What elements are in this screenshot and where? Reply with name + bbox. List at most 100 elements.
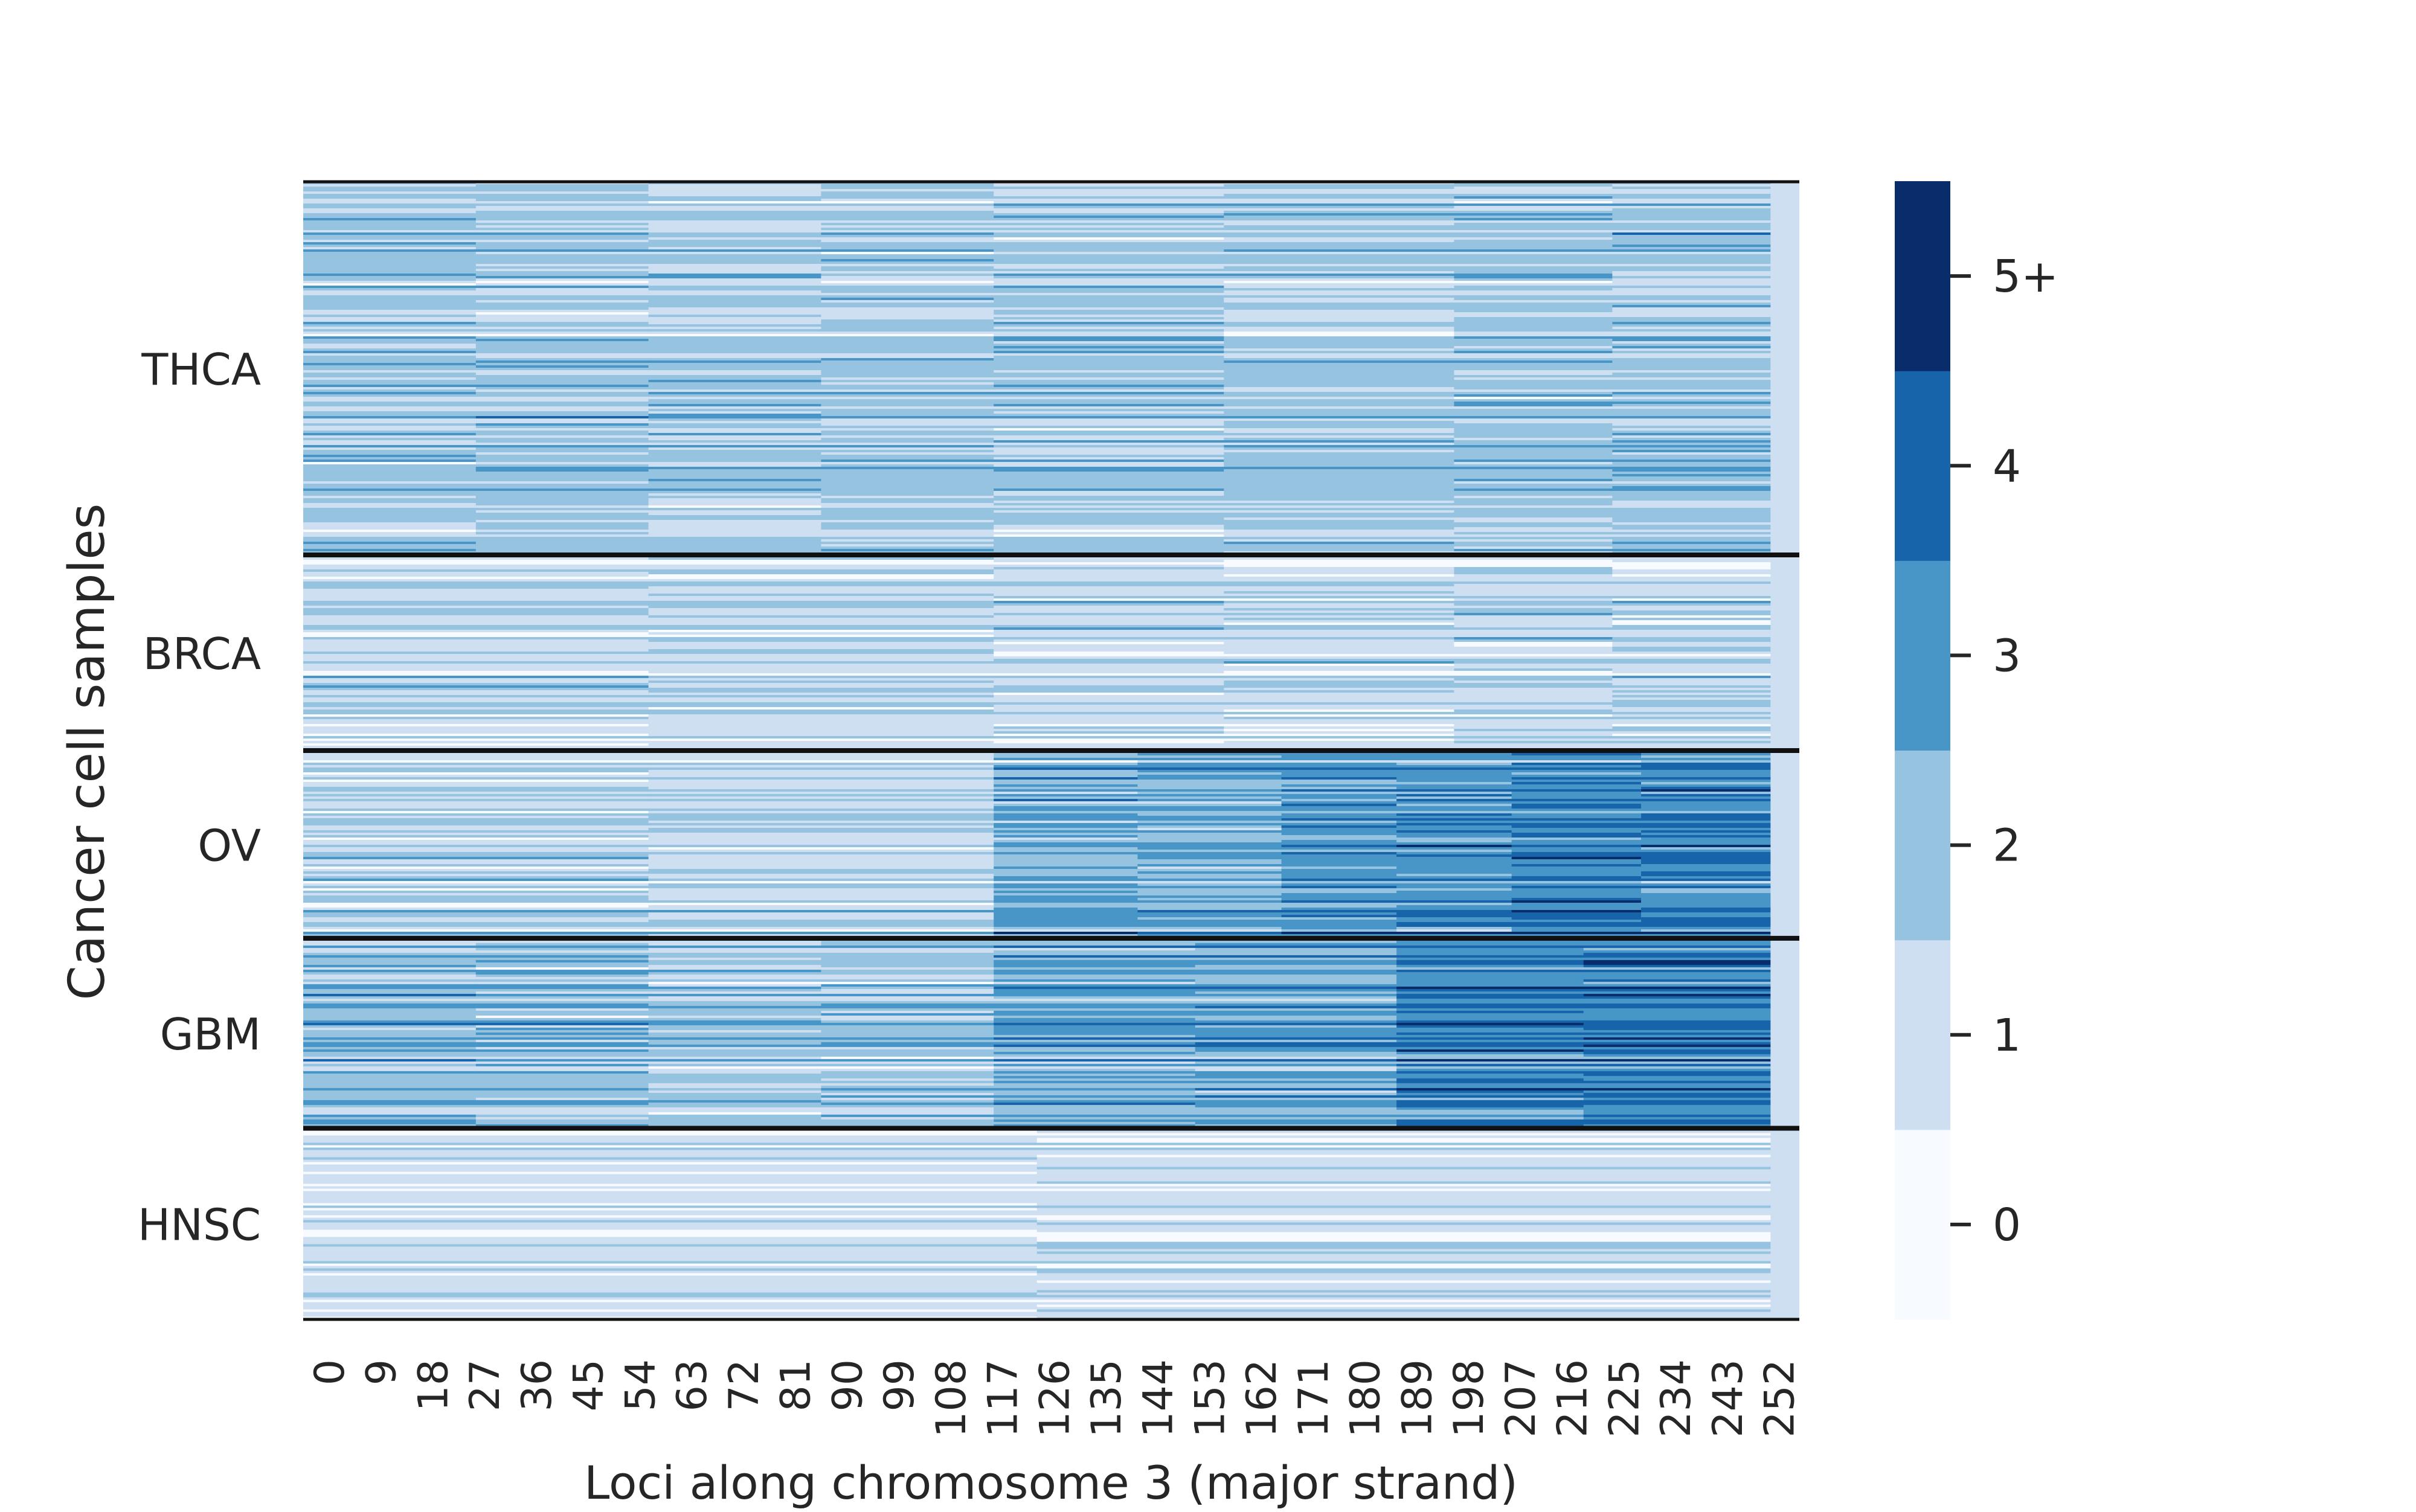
heatmap-cell — [1454, 363, 1613, 365]
heatmap-cell — [1512, 900, 1642, 903]
heatmap-cell — [1512, 915, 1642, 917]
heatmap-cell — [649, 534, 821, 537]
heatmap-cell — [1282, 891, 1397, 893]
heatmap-cell — [649, 1115, 821, 1117]
x-tick-label: 108 — [928, 1359, 975, 1438]
heatmap-cell — [821, 283, 994, 286]
heatmap-cell — [303, 874, 649, 876]
heatmap-cell — [1584, 1045, 1771, 1047]
heatmap-cell — [1454, 659, 1613, 661]
heatmap-cell — [1037, 1199, 1771, 1201]
heatmap-cell — [649, 327, 821, 329]
heatmap-cell — [994, 560, 1224, 562]
heatmap-cell — [821, 375, 994, 377]
heatmap-cell — [1584, 999, 1771, 1001]
heatmap-cell — [1454, 433, 1613, 435]
heatmap-cell — [1454, 257, 1613, 259]
heatmap-cell — [303, 435, 476, 438]
heatmap-cell — [303, 562, 649, 565]
heatmap-cell — [1224, 695, 1454, 697]
heatmap-cell — [1224, 317, 1454, 319]
heatmap-cell — [649, 977, 821, 979]
heatmap-cell — [303, 1062, 476, 1064]
heatmap-cell — [1282, 838, 1397, 840]
heatmap-cell — [1137, 780, 1282, 782]
heatmap-cell — [303, 423, 476, 426]
heatmap-cell — [1224, 339, 1454, 341]
heatmap-cell — [649, 649, 994, 652]
heatmap-cell — [994, 203, 1224, 206]
heatmap-cell — [303, 218, 476, 220]
heatmap-cell — [994, 775, 1138, 777]
heatmap-cell — [1612, 567, 1771, 569]
colorbar-tick-label: 5+ — [1993, 251, 2058, 303]
heatmap-cell — [1454, 726, 1613, 729]
heatmap-cell — [1454, 199, 1613, 201]
heatmap-cell — [303, 341, 476, 344]
heatmap-cell — [1612, 414, 1771, 416]
heatmap-cell — [1612, 668, 1771, 671]
heatmap-cell — [821, 286, 994, 288]
heatmap-cell — [649, 915, 994, 917]
heatmap-cell — [1512, 825, 1642, 828]
heatmap-cell — [303, 1259, 1037, 1261]
heatmap-cell — [1612, 579, 1771, 581]
heatmap-cell — [1282, 867, 1397, 869]
heatmap-cell — [1037, 1228, 1771, 1230]
heatmap-cell — [994, 230, 1224, 232]
heatmap-cell — [994, 1011, 1195, 1013]
heatmap-cell — [821, 242, 994, 245]
heatmap-cell — [1396, 955, 1584, 958]
heatmap-cell — [1454, 431, 1613, 433]
heatmap-cell — [1454, 394, 1613, 397]
heatmap-cell — [649, 989, 821, 991]
x-tick-label: 144 — [1135, 1359, 1183, 1438]
heatmap-cell — [1224, 668, 1454, 671]
heatmap-cell — [1224, 404, 1454, 406]
heatmap-cell — [303, 1283, 1037, 1286]
heatmap-cell — [1224, 586, 1454, 589]
heatmap-cell — [476, 476, 649, 479]
heatmap-cell — [1612, 719, 1771, 722]
heatmap-cell — [994, 753, 1138, 755]
heatmap-cell — [649, 1107, 821, 1110]
heatmap-cell — [476, 943, 649, 946]
heatmap-cell — [649, 206, 821, 208]
heatmap-cell — [821, 271, 994, 274]
heatmap-cell — [1396, 1064, 1584, 1066]
heatmap-cell — [1282, 888, 1397, 891]
heatmap-cell — [1224, 606, 1454, 608]
heatmap-cell — [994, 517, 1224, 520]
heatmap-cell — [994, 460, 1224, 462]
heatmap-cell — [821, 965, 994, 967]
heatmap-cell — [1454, 598, 1613, 601]
heatmap-cell — [1512, 780, 1642, 782]
heatmap-cell — [994, 1093, 1195, 1095]
heatmap-cell — [1454, 440, 1613, 443]
heatmap-cell — [476, 315, 649, 317]
heatmap-cell — [1612, 688, 1771, 690]
heatmap-cell — [1512, 835, 1642, 838]
heatmap-cell — [303, 421, 476, 423]
heatmap-cell — [994, 317, 1224, 319]
heatmap-cell — [1454, 724, 1613, 726]
heatmap-cell — [1396, 1018, 1584, 1020]
heatmap-cell — [821, 382, 994, 385]
heatmap-cell — [821, 329, 994, 332]
heatmap-cell — [303, 1028, 476, 1030]
heatmap-cell — [1195, 1115, 1397, 1117]
heatmap-cell — [1396, 1028, 1584, 1030]
heatmap-cell — [994, 637, 1224, 639]
heatmap-cell — [303, 1030, 476, 1033]
heatmap-cell — [1396, 1033, 1584, 1035]
heatmap-cell — [303, 409, 476, 411]
heatmap-cell — [303, 917, 649, 920]
heatmap-cell — [1641, 859, 1771, 862]
heatmap-cell — [649, 382, 821, 385]
heatmap-cell — [476, 184, 649, 187]
heatmap-cell — [994, 787, 1138, 789]
heatmap-cell — [476, 216, 649, 218]
heatmap-cell — [303, 1174, 1037, 1177]
heatmap-cell — [303, 271, 476, 274]
heatmap-cell — [1584, 1016, 1771, 1018]
